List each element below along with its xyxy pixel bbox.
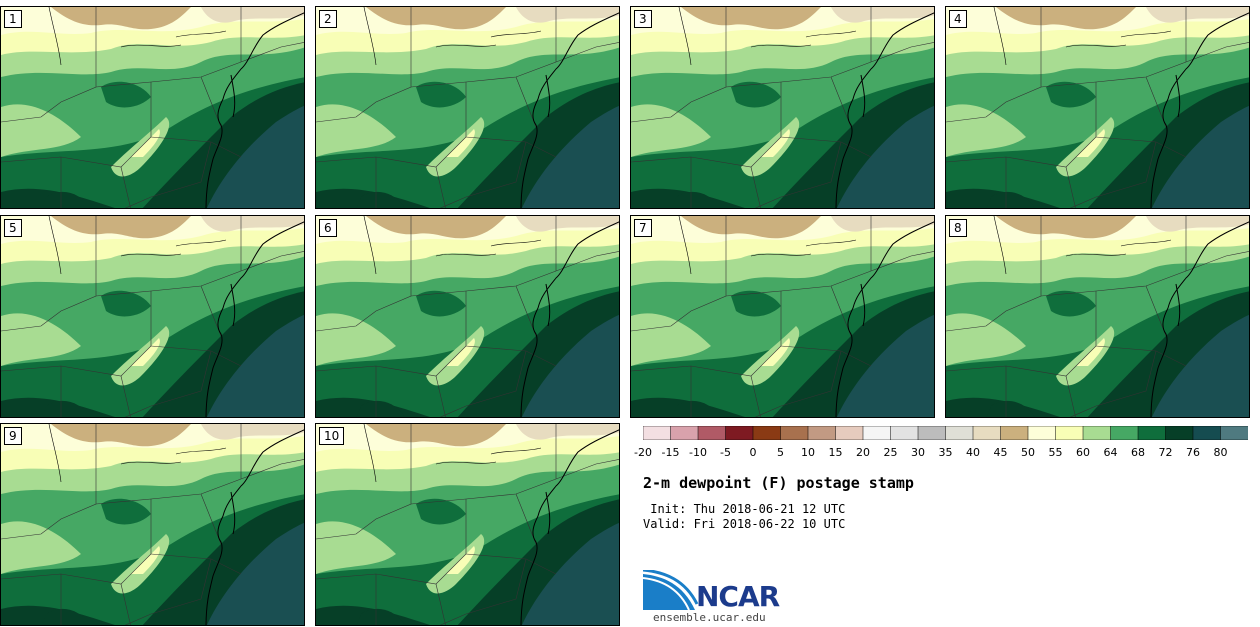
colorbar-tick-label: 76 bbox=[1186, 446, 1200, 459]
colorbar-swatch bbox=[697, 426, 727, 440]
colorbar-tick-label: 25 bbox=[883, 446, 898, 459]
colorbar-tick-label: -15 bbox=[661, 446, 680, 459]
colorbar-tick-label: 20 bbox=[856, 446, 870, 459]
colorbar-tick-label: 15 bbox=[828, 446, 843, 459]
colorbar-ticks: -20 -15 -10 -5 0 5 10 15 20 25 30 35 40 45 50 55 60 64 68 7… bbox=[634, 446, 1260, 460]
dewpoint-map bbox=[631, 7, 934, 208]
colorbar-tick-label: 35 bbox=[938, 446, 953, 459]
panel-label: 1 bbox=[4, 10, 22, 28]
colorbar-tick-label: 40 bbox=[966, 446, 980, 459]
panel-label: 7 bbox=[634, 219, 652, 237]
colorbar-swatch bbox=[1220, 426, 1248, 440]
colorbar-tick-label: 64 bbox=[1103, 446, 1118, 459]
colorbar-tick-label: 10 bbox=[801, 446, 815, 459]
site-url[interactable]: ensemble.ucar.edu bbox=[653, 611, 766, 624]
colorbar-swatch bbox=[1082, 426, 1112, 440]
colorbar-swatch bbox=[1192, 426, 1222, 440]
ncar-logo-text: NCAR bbox=[696, 580, 780, 613]
colorbar-swatch bbox=[670, 426, 699, 440]
valid-time: Valid: Fri 2018-06-22 10 UTC bbox=[643, 517, 846, 531]
map-panel-7: 7 bbox=[630, 215, 935, 418]
colorbar bbox=[643, 426, 1248, 440]
colorbar-tick-label: 45 bbox=[993, 446, 1008, 459]
map-panel-5: 5 bbox=[0, 215, 305, 418]
map-panel-4: 4 bbox=[945, 6, 1250, 209]
panel-label: 6 bbox=[319, 219, 337, 237]
dewpoint-map bbox=[316, 424, 619, 625]
colorbar-swatch bbox=[1055, 426, 1084, 440]
colorbar-swatch bbox=[780, 426, 809, 440]
colorbar-tick-label: 72 bbox=[1158, 446, 1173, 459]
dewpoint-map bbox=[1, 7, 304, 208]
dewpoint-map bbox=[631, 216, 934, 417]
colorbar-tick-label: 80 bbox=[1213, 446, 1228, 459]
panel-label: 5 bbox=[4, 219, 22, 237]
colorbar-tick-label: 50 bbox=[1021, 446, 1035, 459]
ncar-logo bbox=[643, 570, 699, 611]
init-time: Init: Thu 2018-06-21 12 UTC bbox=[643, 502, 846, 516]
colorbar-tick-label: -10 bbox=[689, 446, 707, 459]
colorbar-tick-label: 30 bbox=[911, 446, 925, 459]
map-panel-9: 9 bbox=[0, 423, 305, 626]
colorbar-tick-label: -5 bbox=[720, 446, 731, 459]
dewpoint-map bbox=[946, 7, 1249, 208]
colorbar-swatch bbox=[643, 426, 672, 440]
colorbar-swatch bbox=[807, 426, 837, 440]
panel-label: 9 bbox=[4, 427, 22, 445]
colorbar-swatch bbox=[917, 426, 947, 440]
colorbar-tick-label: -20 bbox=[634, 446, 652, 459]
map-title: 2-m dewpoint (F) postage stamp bbox=[643, 474, 914, 492]
colorbar-swatch bbox=[1000, 426, 1029, 440]
colorbar-swatch bbox=[1027, 426, 1057, 440]
colorbar-swatch bbox=[835, 426, 864, 440]
colorbar-swatch bbox=[1110, 426, 1139, 440]
panel-label: 3 bbox=[634, 10, 652, 28]
map-panel-10: 10 bbox=[315, 423, 620, 626]
panel-label: 8 bbox=[949, 219, 967, 237]
panel-label: 4 bbox=[949, 10, 967, 28]
colorbar-swatch bbox=[725, 426, 754, 440]
map-panel-1: 1 bbox=[0, 6, 305, 209]
colorbar-tick-label: 0 bbox=[749, 446, 757, 459]
dewpoint-map bbox=[1, 216, 304, 417]
colorbar-swatch bbox=[945, 426, 974, 440]
colorbar-swatch bbox=[1137, 426, 1167, 440]
dewpoint-map bbox=[1, 424, 304, 625]
map-panel-2: 2 bbox=[315, 6, 620, 209]
dewpoint-map bbox=[316, 7, 619, 208]
colorbar-tick-label: 5 bbox=[777, 446, 784, 459]
dewpoint-map bbox=[946, 216, 1249, 417]
panel-label: 2 bbox=[319, 10, 337, 28]
map-panel-3: 3 bbox=[630, 6, 935, 209]
colorbar-swatch bbox=[972, 426, 1002, 440]
colorbar-swatch bbox=[862, 426, 892, 440]
map-panel-8: 8 bbox=[945, 215, 1250, 418]
colorbar-tick-label: 55 bbox=[1048, 446, 1063, 459]
dewpoint-map bbox=[316, 216, 619, 417]
colorbar-swatch bbox=[1165, 426, 1194, 440]
colorbar-swatch bbox=[752, 426, 782, 440]
colorbar-swatch bbox=[890, 426, 919, 440]
colorbar-tick-label: 60 bbox=[1076, 446, 1090, 459]
map-panel-6: 6 bbox=[315, 215, 620, 418]
colorbar-tick-label: 68 bbox=[1131, 446, 1145, 459]
panel-label: 10 bbox=[319, 427, 345, 445]
